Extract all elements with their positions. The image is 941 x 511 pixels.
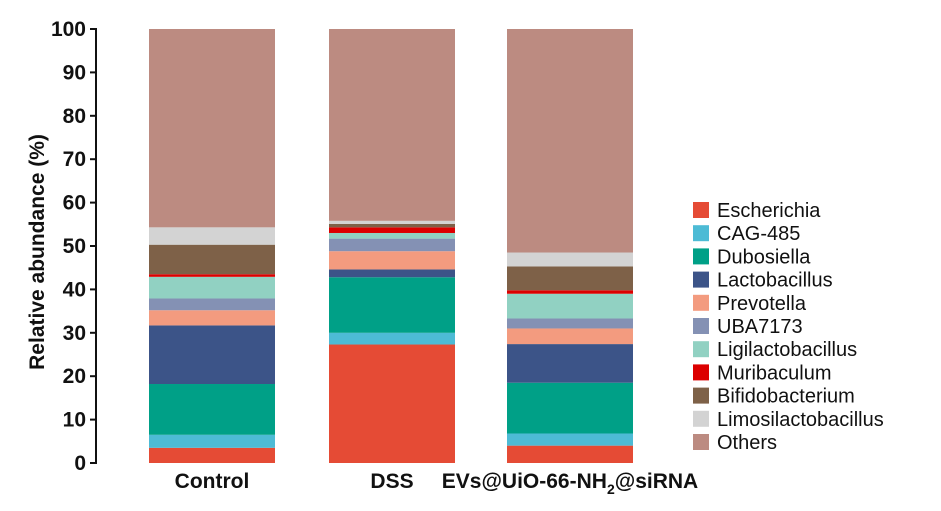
category-subscript: 2 [607, 481, 615, 497]
legend-label: Dubosiella [717, 246, 811, 268]
bar-stack [329, 29, 455, 463]
legend-swatch [693, 202, 709, 218]
y-tick-label: 100 [51, 18, 86, 41]
legend-swatch [693, 271, 709, 288]
legend-swatch [693, 294, 709, 311]
bar-segment-lactobacillus [507, 344, 633, 383]
legend-label: CAG-485 [717, 223, 800, 245]
x-category-labels: Control DSS EVs@UiO-66-NH2@siRNA [175, 470, 699, 497]
y-axis-label: Relative abundance (%) [26, 134, 49, 370]
legend-item: Prevotella [693, 293, 807, 315]
legend-swatch [693, 225, 709, 242]
bar-segment-muribaculum [507, 290, 633, 294]
bar-segment-dubosiella [149, 384, 275, 435]
bar-segment-others [329, 29, 455, 221]
bar-segment-uba7173 [149, 298, 275, 311]
legend-label: Muribaculum [717, 362, 831, 384]
bar-segment-limosilactobacillus [149, 227, 275, 245]
bars-layer [149, 29, 633, 463]
bar-segment-ligilactobacillus [507, 293, 633, 319]
bar-segment-prevotella [507, 328, 633, 345]
category-main-text: Control [175, 470, 250, 493]
bar-segment-uba7173 [507, 318, 633, 329]
y-tick-label: 0 [74, 452, 86, 475]
legend: EscherichiaCAG-485DubosiellaLactobacillu… [693, 200, 884, 454]
bar-segment-escherichia [507, 445, 633, 463]
y-tick-label: 90 [63, 61, 86, 84]
category-tail-text: @siRNA [615, 470, 699, 493]
legend-item: Limosilactobacillus [693, 409, 884, 431]
legend-item: Muribaculum [693, 362, 831, 384]
legend-swatch [693, 410, 709, 427]
bar-segment-cag-485 [329, 332, 455, 345]
legend-swatch [693, 387, 709, 404]
y-tick-label: 40 [63, 278, 86, 301]
y-tick-label: 60 [63, 192, 86, 215]
x-category-label: EVs@UiO-66-NH2@siRNA [442, 470, 698, 497]
legend-item: Dubosiella [693, 246, 811, 268]
bar-segment-prevotella [149, 310, 275, 326]
legend-item: Escherichia [693, 200, 821, 222]
y-tick-label: 80 [63, 105, 86, 128]
bar-segment-limosilactobacillus [329, 220, 455, 224]
bar-segment-bifidobacterium [329, 223, 455, 228]
bar-segment-uba7173 [329, 238, 455, 252]
bar-segment-others [149, 29, 275, 228]
bar-stack [507, 29, 633, 463]
legend-label: Escherichia [717, 200, 821, 222]
legend-item: Ligilactobacillus [693, 339, 857, 361]
legend-label: Prevotella [717, 293, 807, 315]
legend-label: Others [717, 432, 777, 454]
bar-segment-bifidobacterium [149, 244, 275, 275]
bar-segment-prevotella [329, 251, 455, 270]
category-main-text: DSS [370, 470, 413, 493]
bar-segment-muribaculum [329, 227, 455, 233]
bar-segment-muribaculum [149, 274, 275, 277]
bar-segment-lactobacillus [149, 325, 275, 385]
legend-swatch [693, 364, 709, 381]
y-tick-label: 20 [63, 365, 86, 388]
bar-segment-ligilactobacillus [149, 276, 275, 299]
y-tick-label: 50 [63, 235, 86, 258]
legend-swatch [693, 248, 709, 265]
legend-item: CAG-485 [693, 223, 800, 245]
bar-segment-others [507, 29, 633, 253]
legend-label: Limosilactobacillus [717, 409, 884, 431]
legend-item: Bifidobacterium [693, 386, 855, 408]
y-tick-label: 30 [63, 322, 86, 345]
legend-swatch [693, 434, 709, 450]
x-category-label: DSS [370, 470, 413, 493]
category-main-text: EVs@UiO-66-NH [442, 470, 607, 493]
legend-item: UBA7173 [693, 316, 803, 338]
bar-segment-lactobacillus [329, 269, 455, 278]
bar-segment-limosilactobacillus [507, 252, 633, 267]
bar-segment-escherichia [149, 447, 275, 463]
bar-segment-escherichia [329, 344, 455, 463]
legend-label: Ligilactobacillus [717, 339, 857, 361]
legend-label: UBA7173 [717, 316, 803, 338]
legend-swatch [693, 341, 709, 358]
bar-segment-bifidobacterium [507, 266, 633, 291]
legend-label: Bifidobacterium [717, 386, 855, 408]
legend-label: Lactobacillus [717, 270, 833, 292]
legend-item: Others [693, 432, 777, 454]
bar-segment-dubosiella [329, 277, 455, 333]
legend-item: Lactobacillus [693, 270, 833, 292]
x-category-label: Control [175, 470, 250, 493]
bar-stack [149, 29, 275, 463]
y-tick-label: 10 [63, 409, 86, 432]
bar-segment-dubosiella [507, 382, 633, 434]
bar-segment-cag-485 [149, 434, 275, 448]
y-tick-label: 70 [63, 148, 86, 171]
y-tick-labels: 0 10 20 30 40 50 60 70 80 90 100 [51, 18, 96, 475]
bar-segment-cag-485 [507, 433, 633, 446]
bar-segment-ligilactobacillus [329, 232, 455, 239]
legend-swatch [693, 318, 709, 334]
